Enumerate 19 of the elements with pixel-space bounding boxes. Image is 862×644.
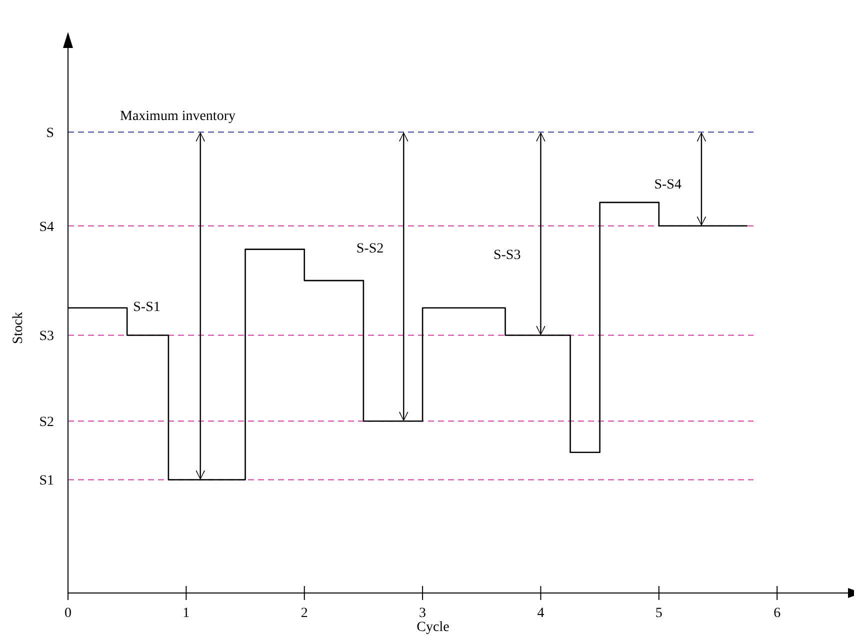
x-tick-label: 0 [64, 606, 72, 621]
ref-line-label: S [46, 126, 54, 142]
annotation: S-S1 [133, 300, 160, 315]
annotation: S-S2 [356, 242, 384, 257]
ref-line-label: S2 [39, 415, 54, 430]
x-tick-label: 5 [655, 606, 662, 621]
x-tick-label: 1 [182, 606, 190, 621]
x-axis-title: Cycle [416, 620, 450, 635]
ref-line-label: S1 [39, 474, 54, 489]
ref-line-label: S4 [39, 220, 54, 235]
x-tick-label: 6 [774, 606, 781, 621]
x-tick-label: 2 [300, 606, 308, 621]
x-tick-label: 3 [419, 606, 426, 621]
text: Maximum inventory [120, 109, 236, 124]
text: S-S4 [654, 178, 682, 193]
x-tick-label: 4 [537, 606, 544, 621]
ref-line-label: S3 [39, 329, 54, 344]
y-axis-title: Stock [11, 312, 26, 344]
annotation: S-S3 [493, 248, 521, 263]
